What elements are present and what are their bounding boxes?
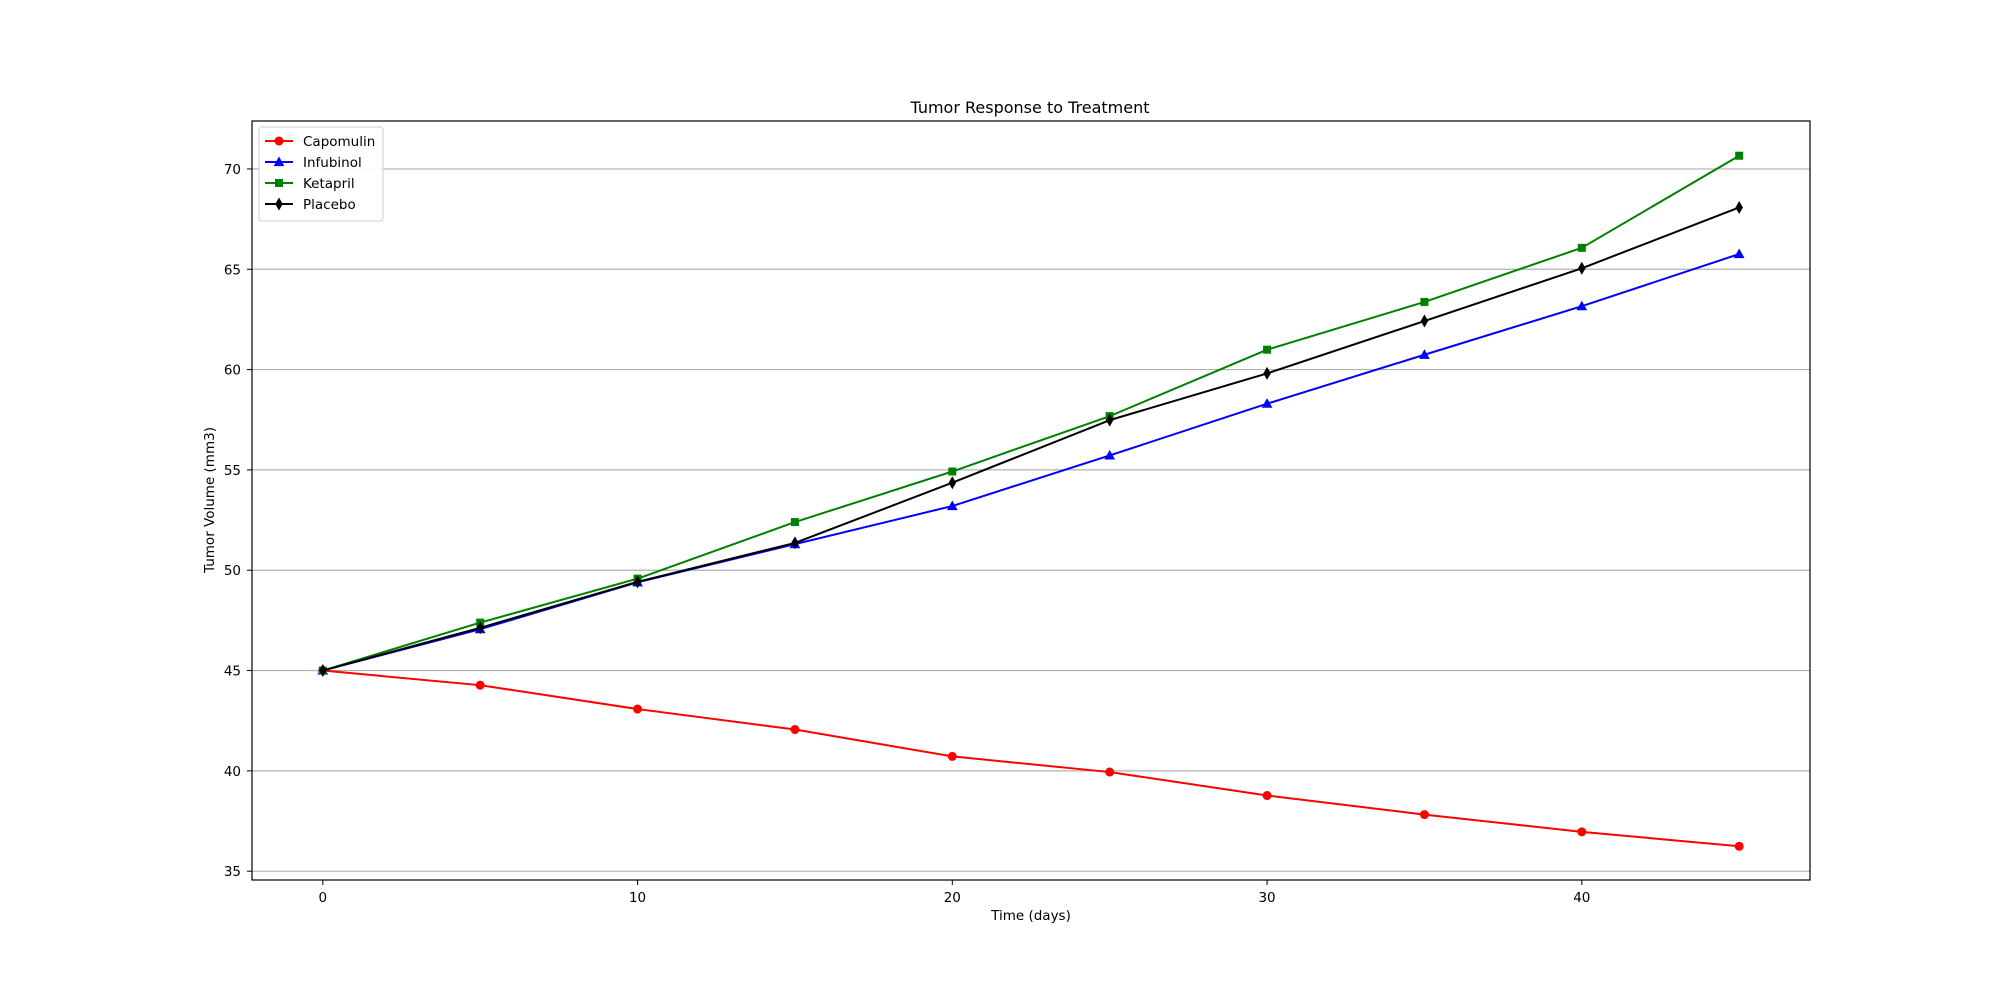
data-point-placebo	[791, 536, 799, 550]
legend-label-infubinol: Infubinol	[303, 155, 362, 171]
legend-marker-infubinol	[273, 156, 285, 167]
y-tick-label: 45	[224, 664, 241, 680]
data-point-placebo	[1105, 413, 1114, 427]
data-point-capomulin	[947, 751, 957, 761]
x-tick-label: 30	[1258, 890, 1275, 906]
legend-item-infubinol: Infubinol	[265, 155, 362, 171]
x-tick-label: 10	[629, 890, 646, 906]
series-line-placebo	[322, 206, 1740, 672]
data-point-infubinol	[946, 500, 958, 511]
data-point-infubinol	[1261, 398, 1273, 408]
chart-title: Tumor Response to Treatment	[909, 98, 1149, 117]
x-tick-label: 40	[1573, 890, 1590, 906]
data-point-capomulin	[1734, 841, 1744, 851]
data-point-infubinol	[1576, 300, 1588, 311]
data-point-capomulin	[790, 725, 800, 735]
legend-marker-capomulin	[274, 136, 284, 146]
data-point-infubinol	[1733, 248, 1745, 259]
data-point-ketapril	[1263, 345, 1272, 354]
x-axis-label: Time (days)	[990, 908, 1071, 924]
data-point-placebo	[1735, 200, 1743, 214]
y-tick-label: 50	[224, 563, 241, 579]
y-tick-label: 70	[224, 162, 241, 178]
series-placebo	[319, 200, 1743, 678]
y-tick-label: 40	[224, 764, 241, 780]
series-layer	[317, 151, 1745, 851]
data-point-placebo	[319, 664, 327, 678]
x-axis: 0 10 20 30 40	[319, 880, 1590, 906]
data-point-placebo	[1420, 314, 1429, 328]
data-point-placebo	[1263, 366, 1271, 380]
data-point-capomulin	[1262, 791, 1272, 801]
data-point-ketapril	[1735, 151, 1744, 160]
series-line-ketapril	[322, 154, 1740, 672]
y-axis-label: Tumor Volume (mm3)	[202, 427, 218, 574]
data-point-capomulin	[475, 680, 485, 690]
data-point-placebo	[476, 621, 484, 635]
y-tick-label: 60	[224, 363, 241, 379]
x-tick-label: 0	[319, 890, 328, 906]
x-tick-label: 20	[944, 890, 961, 906]
legend-marker-ketapril	[275, 179, 283, 187]
data-point-placebo	[948, 476, 957, 490]
data-point-ketapril	[1577, 243, 1586, 252]
data-point-infubinol	[1104, 449, 1116, 460]
legend-marker-placebo	[275, 197, 283, 211]
legend: Capomulin Infubinol Ketapril Placebo	[258, 126, 384, 222]
data-point-ketapril	[1420, 297, 1429, 306]
y-tick-label: 35	[224, 864, 241, 880]
y-tick-label: 65	[224, 262, 241, 278]
legend-item-ketapril: Ketapril	[265, 176, 355, 192]
data-point-capomulin	[633, 704, 643, 714]
data-point-capomulin	[1105, 767, 1115, 777]
y-axis: 35 40 45 50 55 60 65 70	[224, 162, 252, 880]
data-point-placebo	[1578, 261, 1586, 275]
gridlines	[252, 168, 1810, 872]
data-point-ketapril	[948, 467, 957, 476]
y-tick-label: 55	[224, 463, 241, 479]
data-point-ketapril	[790, 518, 799, 527]
data-point-capomulin	[1419, 810, 1429, 820]
series-line-capomulin	[322, 669, 1740, 848]
legend-label-placebo: Placebo	[303, 197, 356, 213]
data-point-placebo	[633, 575, 642, 589]
plot-area-frame	[251, 120, 1811, 881]
legend-item-placebo: Placebo	[265, 197, 356, 213]
legend-label-ketapril: Ketapril	[303, 176, 355, 192]
legend-box	[258, 126, 384, 222]
data-point-capomulin	[1577, 827, 1587, 837]
legend-label-capomulin: Capomulin	[303, 134, 375, 150]
legend-item-capomulin: Capomulin	[265, 134, 375, 150]
data-point-infubinol	[1419, 349, 1430, 359]
